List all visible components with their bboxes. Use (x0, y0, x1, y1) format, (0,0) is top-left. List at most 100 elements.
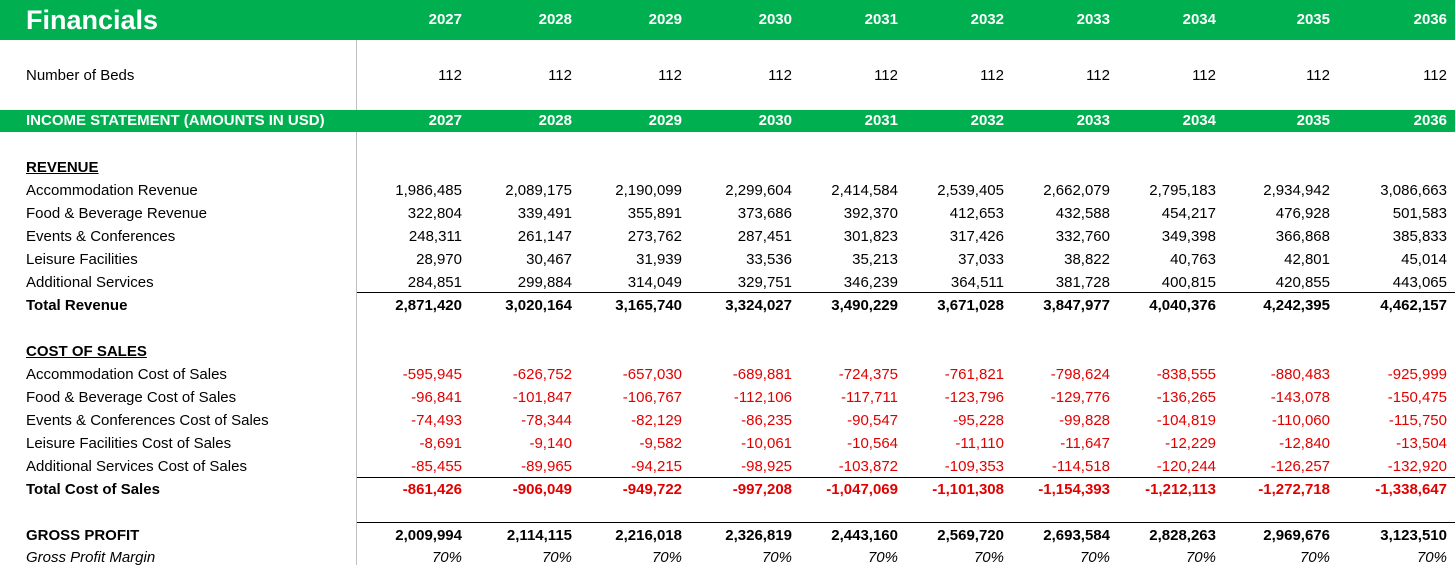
sheet-title: Financials (26, 5, 159, 35)
year-header-2032: 2032 (970, 11, 1004, 28)
revenue-line-2-value-2028: 339,491 (517, 205, 572, 222)
revenue-line-5-value-2032: 364,511 (950, 274, 1004, 291)
revenue-line-3-value-2035: 366,868 (1275, 228, 1330, 245)
revenue-line-4-value-2036: 45,014 (1401, 251, 1447, 268)
gross-profit-value-2033: 2,693,584 (1043, 527, 1110, 544)
revenue-line-2-value-2035: 476,928 (1275, 205, 1330, 222)
gross-profit-value-2031: 2,443,160 (831, 527, 898, 544)
revenue-line-1-value-2036: 3,086,663 (1380, 182, 1447, 199)
revenue-line-4-label: Leisure Facilities (26, 251, 138, 268)
revenue-line-5-value-2031: 346,239 (843, 274, 898, 291)
revenue-line-5-value-2036: 443,065 (1392, 274, 1447, 291)
cost-line-4-value-2032: -11,110 (955, 435, 1004, 452)
cost-line-4-value-2030: -10,061 (741, 435, 792, 452)
total-revenue-value-2028: 3,020,164 (505, 297, 572, 314)
revenue-line-2-value-2032: 412,653 (949, 205, 1004, 222)
revenue-line-2-row: Food & Beverage Revenue 322,804 339,491 355… (0, 202, 1455, 225)
cost-line-2-value-2032: -123,796 (944, 389, 1004, 406)
cost-line-5-value-2034: -120,244 (1156, 458, 1216, 475)
gross-profit-margin-value-2027: 70% (431, 549, 462, 566)
column-divider (356, 40, 357, 565)
cost-line-3-value-2035: -110,060 (1271, 412, 1330, 429)
cost-line-5-value-2029: -94,215 (631, 458, 682, 475)
income-year-header-2035: 2035 (1296, 112, 1330, 129)
income-year-header-2027: 2027 (428, 112, 462, 129)
income-year-header-2030: 2030 (758, 112, 792, 129)
gross-profit-margin-value-2028: 70% (541, 549, 572, 566)
revenue-line-5-value-2033: 381,728 (1055, 274, 1110, 291)
beds-value-2027: 112 (438, 67, 462, 84)
total-revenue-value-2033: 3,847,977 (1043, 297, 1110, 314)
cost-line-4-row: Leisure Facilities Cost of Sales -8,691 -9… (0, 432, 1455, 455)
gross-profit-margin-value-2030: 70% (761, 549, 792, 566)
gross-profit-margin-value-2032: 70% (973, 549, 1004, 566)
revenue-line-5-value-2027: 284,851 (407, 274, 462, 291)
total-cost-of-sales-value-2029: -949,722 (622, 481, 682, 498)
revenue-line-3-value-2032: 317,426 (949, 228, 1004, 245)
gross-profit-value-2035: 2,969,676 (1263, 527, 1330, 544)
revenue-line-1-value-2029: 2,190,099 (615, 182, 682, 199)
cost-line-3-value-2032: -95,228 (953, 412, 1004, 429)
cost-line-4-value-2029: -9,582 (639, 435, 682, 452)
year-header-2031: 2031 (864, 11, 898, 28)
cost-line-4-value-2035: -12,840 (1279, 435, 1330, 452)
cost-line-3-value-2031: -90,547 (847, 412, 898, 429)
cost-line-1-value-2029: -657,030 (622, 366, 682, 383)
revenue-line-2-value-2027: 322,804 (407, 205, 462, 222)
revenue-line-1-value-2028: 2,089,175 (505, 182, 572, 199)
cost-line-4-value-2036: -13,504 (1396, 435, 1447, 452)
cost-line-5-value-2036: -132,920 (1387, 458, 1447, 475)
income-year-header-2036: 2036 (1413, 112, 1447, 129)
revenue-heading-row: REVENUE (0, 156, 1455, 179)
cost-of-sales-heading: COST OF SALES (26, 343, 147, 360)
revenue-line-1-value-2030: 2,299,604 (725, 182, 792, 199)
income-statement-band: INCOME STATEMENT (AMOUNTS IN USD) 2027 20… (0, 110, 1455, 132)
cost-line-3-value-2028: -78,344 (521, 412, 572, 429)
total-revenue-value-2030: 3,324,027 (725, 297, 792, 314)
revenue-line-3-value-2034: 349,398 (1161, 228, 1216, 245)
gross-profit-margin-value-2029: 70% (651, 549, 682, 566)
revenue-line-3-value-2028: 261,147 (517, 228, 572, 245)
cost-line-5-row: Additional Services Cost of Sales -85,455… (0, 455, 1455, 478)
total-cost-of-sales-value-2031: -1,047,069 (826, 481, 898, 498)
revenue-line-2-value-2034: 454,217 (1161, 205, 1216, 222)
cost-line-2-value-2029: -106,767 (622, 389, 682, 406)
total-cost-of-sales-value-2030: -997,208 (732, 481, 792, 498)
gross-profit-margin-label: Gross Profit Margin (26, 549, 156, 566)
income-year-header-2033: 2033 (1076, 112, 1110, 129)
revenue-line-1-value-2027: 1,986,485 (395, 182, 462, 199)
cost-line-5-value-2033: -114,518 (1051, 458, 1110, 475)
revenue-line-1-value-2033: 2,662,079 (1043, 182, 1110, 199)
total-cost-of-sales-value-2032: -1,101,308 (932, 481, 1004, 498)
revenue-line-3-value-2029: 273,762 (627, 228, 682, 245)
header-band: Financials 2027 2028 2029 2030 2031 2032 2033 2… (0, 0, 1455, 40)
gross-profit-value-2028: 2,114,115 (506, 527, 572, 544)
income-statement-header: INCOME STATEMENT (AMOUNTS IN USD) (26, 112, 325, 129)
revenue-line-2-value-2030: 373,686 (737, 205, 792, 222)
year-header-2027: 2027 (428, 11, 462, 28)
revenue-line-5-value-2028: 299,884 (517, 274, 572, 291)
cost-line-5-value-2027: -85,455 (411, 458, 462, 475)
revenue-heading: REVENUE (26, 159, 99, 176)
revenue-line-1-value-2031: 2,414,584 (831, 182, 898, 199)
revenue-line-1-label: Accommodation Revenue (26, 182, 198, 199)
revenue-line-5-value-2030: 329,751 (737, 274, 792, 291)
cost-line-4-label: Leisure Facilities Cost of Sales (26, 435, 232, 452)
total-revenue-value-2029: 3,165,740 (615, 297, 682, 314)
cost-line-2-value-2031: -117,711 (841, 389, 898, 406)
gross-profit-value-2032: 2,569,720 (937, 527, 1004, 544)
cost-line-2-value-2034: -136,265 (1156, 389, 1216, 406)
cost-line-2-value-2035: -143,078 (1270, 389, 1330, 406)
cost-line-3-label: Events & Conferences Cost of Sales (26, 412, 269, 429)
revenue-line-4-row: Leisure Facilities 28,970 30,467 31,939 33,5… (0, 248, 1455, 271)
beds-value-2029: 112 (658, 67, 682, 84)
beds-value-2034: 112 (1192, 67, 1216, 84)
revenue-line-4-value-2035: 42,801 (1284, 251, 1330, 268)
cost-line-3-value-2033: -99,828 (1059, 412, 1110, 429)
revenue-line-4-value-2033: 38,822 (1064, 251, 1110, 268)
revenue-line-4-value-2030: 33,536 (746, 251, 792, 268)
cost-line-2-value-2036: -150,475 (1387, 389, 1447, 406)
total-cost-of-sales-row: Total Cost of Sales -861,426 -906,049 -949,… (0, 478, 1455, 501)
revenue-line-4-value-2034: 40,763 (1170, 251, 1216, 268)
beds-value-2033: 112 (1086, 67, 1110, 84)
